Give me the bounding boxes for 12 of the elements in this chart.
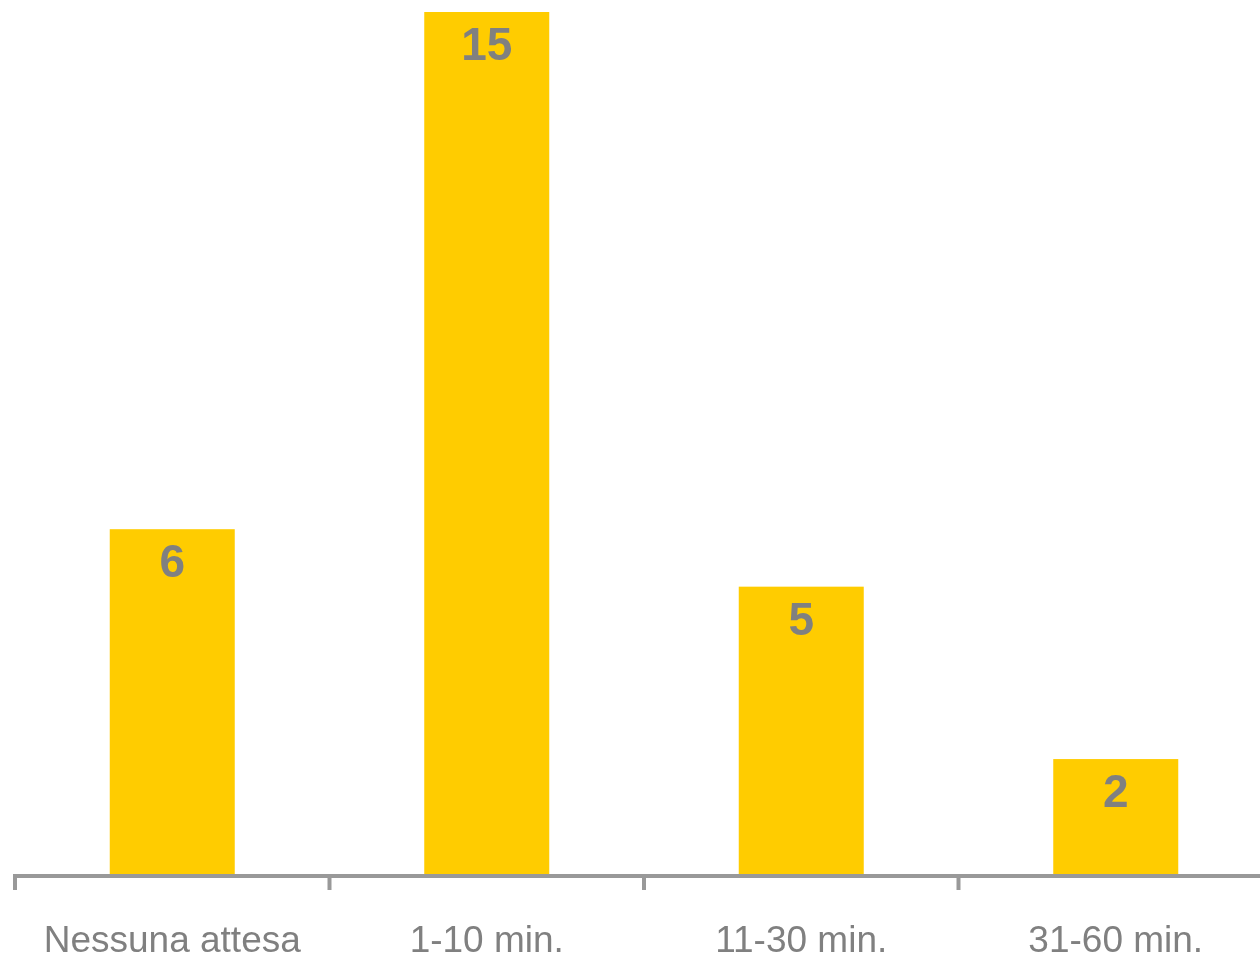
x-tick-label: 11-30 min.: [715, 919, 888, 958]
bar: [424, 12, 550, 874]
bar: [738, 586, 864, 874]
data-label: 15: [461, 18, 513, 70]
x-tick-label: 1-10 min.: [409, 919, 564, 958]
x-tick-label: 31-60 min.: [1028, 919, 1204, 958]
bar: [1053, 759, 1179, 874]
data-label: 2: [1102, 765, 1129, 818]
x-tick-label: Nessuna attesa: [43, 919, 302, 958]
data-label: 5: [788, 592, 815, 645]
data-label: 6: [159, 535, 186, 588]
bar: [109, 529, 235, 874]
